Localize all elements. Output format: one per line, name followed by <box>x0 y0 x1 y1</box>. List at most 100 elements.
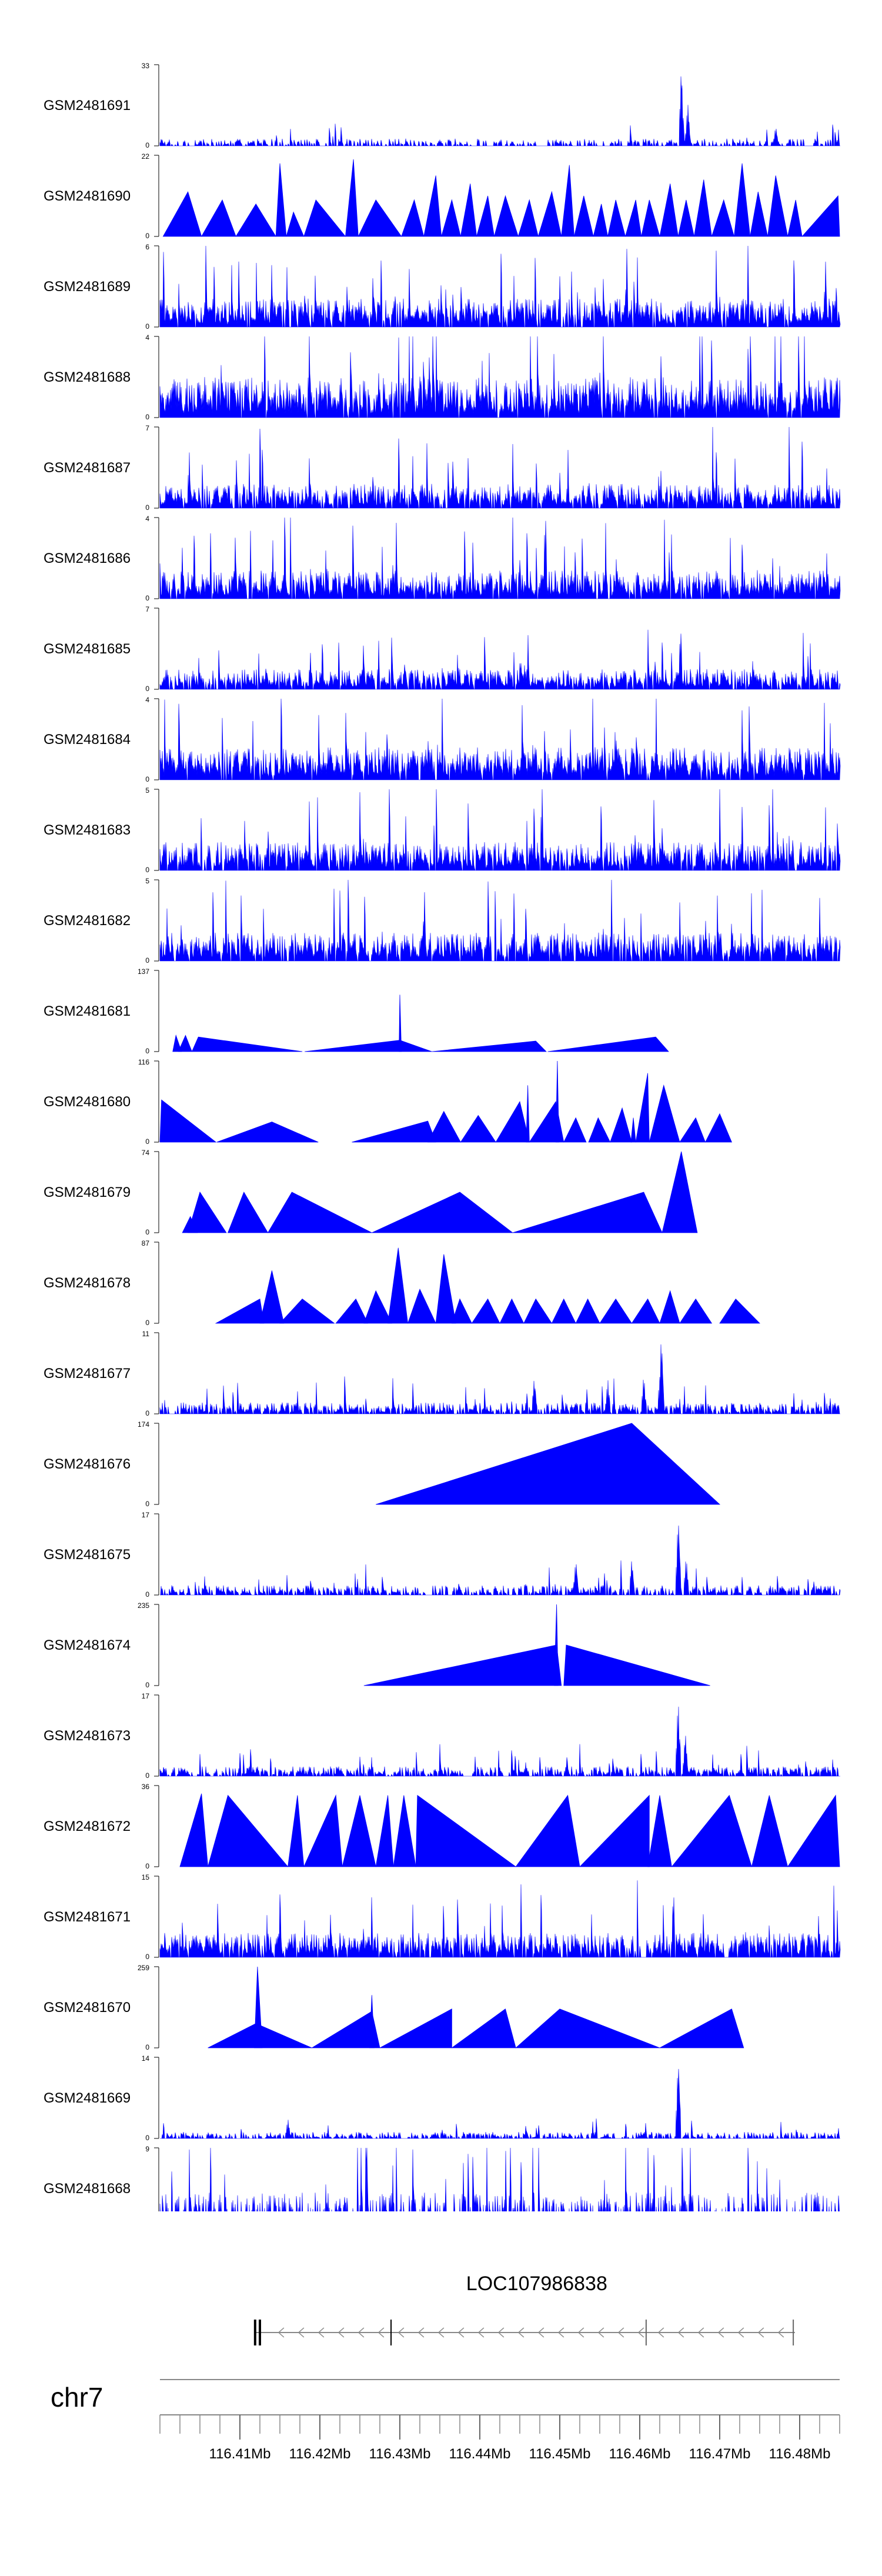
track-ymin-label: 0 <box>145 1137 149 1146</box>
coverage-signal <box>159 698 841 780</box>
coverage-peak <box>267 1192 372 1233</box>
axis-tick-label: 116.46Mb <box>609 2446 671 2462</box>
coverage-peak <box>358 199 402 237</box>
track-gsm2481679: GSM2481679 74 0 <box>44 1149 698 1236</box>
track-ymax-label: 22 <box>142 152 150 161</box>
track-gsm2481675: GSM2481675 17 0 <box>44 1511 841 1599</box>
coverage-peak <box>575 1298 600 1324</box>
coverage-peak <box>188 1192 227 1233</box>
track-gsm2481689: GSM2481689 6 0 <box>44 243 841 331</box>
axis-tick-label: 116.45Mb <box>529 2446 591 2462</box>
track-ymin-label: 0 <box>145 1681 149 1689</box>
coverage-peak <box>310 2011 380 2048</box>
coverage-peak <box>787 199 803 237</box>
coverage-peak <box>208 1794 289 1867</box>
track-ymax-label: 4 <box>145 515 149 523</box>
axis-tick-label: 116.41Mb <box>209 2446 271 2462</box>
coverage-peak <box>427 1110 462 1143</box>
track-label: GSM2481687 <box>44 460 131 476</box>
track-ymax-label: 235 <box>138 1601 149 1610</box>
coverage-peak <box>401 199 425 237</box>
track-label: GSM2481681 <box>44 1003 131 1019</box>
strand-arrow <box>757 2327 764 2338</box>
track-ymax-label: 7 <box>145 424 149 432</box>
track-gsm2481681: GSM2481681 137 0 <box>44 967 669 1055</box>
track-label: GSM2481691 <box>44 98 131 114</box>
track-ymin-label: 0 <box>145 594 149 602</box>
track-ymax-label: 74 <box>142 1149 150 1157</box>
track-ymax-label: 36 <box>142 1783 150 1791</box>
coverage-signal <box>159 336 841 418</box>
coverage-signal <box>159 76 840 146</box>
coverage-peak <box>399 995 402 1052</box>
coverage-peak <box>694 179 712 237</box>
coverage-peak <box>563 1644 710 1686</box>
coverage-peak <box>554 1604 559 1686</box>
coverage-peak <box>228 1192 269 1233</box>
coverage-signal <box>159 629 841 690</box>
track-ymin-label: 0 <box>145 1319 149 1327</box>
coverage-peak <box>499 1298 524 1324</box>
coverage-peak <box>610 1107 632 1143</box>
strand-arrow <box>717 2327 724 2338</box>
track-label: GSM2481668 <box>44 2181 131 2197</box>
coverage-peak <box>515 2008 660 2048</box>
track-ymin-label: 0 <box>145 322 149 331</box>
coverage-peak <box>537 191 562 237</box>
axis-tick-label: 116.42Mb <box>289 2446 351 2462</box>
coverage-peak <box>432 1040 547 1052</box>
coverage-peak <box>335 1298 369 1324</box>
coverage-peak <box>476 195 495 237</box>
coverage-peak <box>750 192 769 237</box>
coverage-peak <box>345 159 359 237</box>
track-label: GSM2481688 <box>44 369 131 385</box>
track-ymin-label: 0 <box>145 1953 149 1961</box>
strand-arrow <box>737 2327 744 2338</box>
coverage-peak <box>254 1966 263 2048</box>
coverage-peak <box>659 183 679 237</box>
coverage-peak <box>216 1122 319 1143</box>
coverage-peak <box>415 1794 517 1867</box>
coverage-peak <box>363 1290 393 1324</box>
track-label: GSM2481684 <box>44 732 131 748</box>
track-gsm2481671: GSM2481671 15 0 <box>44 1873 841 1961</box>
track-label: GSM2481676 <box>44 1456 131 1472</box>
coverage-peak <box>547 1036 669 1052</box>
track-gsm2481682: GSM2481682 5 0 <box>44 877 841 965</box>
coverage-peak <box>563 1117 587 1143</box>
coverage-signal <box>159 245 841 328</box>
coverage-signal <box>159 1880 841 1958</box>
track-gsm2481669: GSM2481669 14 0 <box>44 2054 840 2142</box>
track-label: GSM2481686 <box>44 550 131 566</box>
strand-arrow <box>637 2327 644 2338</box>
signal-tracks: GSM2481691330GSM2481690220GSM248168960GS… <box>44 62 841 2211</box>
strand-arrow <box>537 2327 544 2338</box>
coverage-peak <box>342 1795 376 1867</box>
coverage-peak <box>352 1120 436 1143</box>
track-gsm2481673: GSM2481673 17 0 <box>44 1692 840 1780</box>
coverage-peak <box>303 199 346 237</box>
track-gsm2481668: GSM248166890 <box>44 2145 840 2211</box>
track-gsm2481674: GSM2481674 235 0 <box>44 1601 710 1689</box>
axis-tick-label: 116.43Mb <box>369 2446 431 2462</box>
coverage-peak <box>493 195 519 237</box>
coverage-signal <box>159 1706 840 1777</box>
track-label: GSM2481671 <box>44 1909 131 1925</box>
track-gsm2481686: GSM2481686 4 0 <box>44 515 841 602</box>
track-gsm2481678: GSM2481678 87 0 <box>44 1239 760 1327</box>
track-ymax-label: 4 <box>145 333 149 342</box>
strand-arrow <box>457 2327 465 2338</box>
coverage-peak <box>275 163 287 237</box>
coverage-peak <box>635 1073 650 1143</box>
strand-arrow <box>278 2327 285 2338</box>
coverage-peak <box>451 2008 516 2048</box>
track-gsm2481691: GSM2481691 33 0 <box>44 62 840 149</box>
coverage-peak <box>588 1117 611 1143</box>
coverage-peak <box>288 1795 305 1867</box>
coverage-peak <box>303 1794 343 1867</box>
coverage-peak <box>561 165 574 237</box>
strand-arrow <box>318 2327 325 2338</box>
track-ymin-label: 0 <box>145 1500 149 1508</box>
coverage-peak <box>599 1298 633 1324</box>
